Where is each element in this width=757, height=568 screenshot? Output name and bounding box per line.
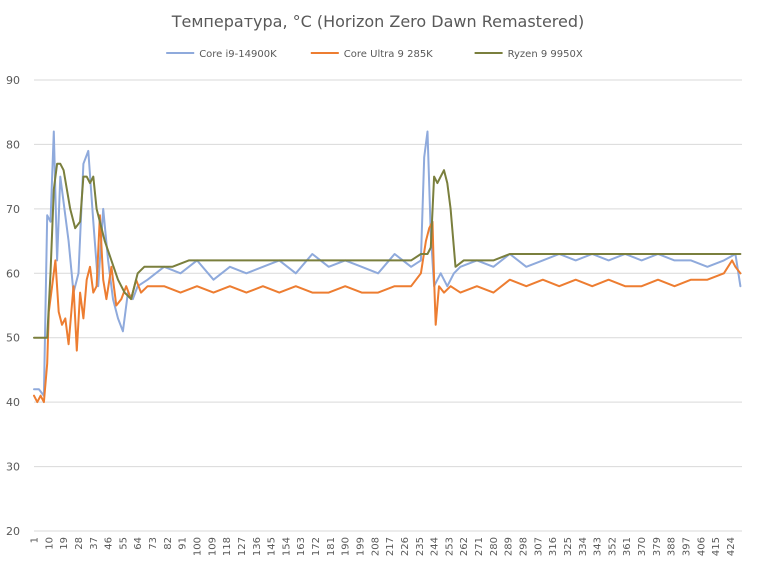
x-tick-label: 172 — [311, 537, 322, 556]
y-tick-label: 20 — [6, 525, 20, 538]
x-tick-label: 1 — [30, 537, 41, 543]
legend: Core i9-14900K Core Ultra 9 285K Ryzen 9 9… — [166, 49, 583, 60]
x-tick-label: 388 — [667, 537, 678, 556]
x-tick-label: 226 — [400, 537, 411, 556]
x-tick-label: 109 — [207, 537, 218, 556]
x-tick-label: 190 — [341, 537, 352, 556]
y-tick-label: 60 — [6, 267, 20, 280]
x-tick-label: 19 — [59, 537, 70, 550]
x-tick-label: 361 — [622, 537, 633, 556]
y-tick-label: 90 — [6, 74, 20, 87]
y-axis-ticks: 20 30 40 50 60 70 80 90 — [6, 74, 20, 538]
x-tick-label: 217 — [385, 537, 396, 556]
x-tick-label: 100 — [193, 537, 204, 556]
x-tick-label: 316 — [548, 537, 559, 556]
gridlines — [34, 79, 742, 532]
y-tick-label: 50 — [6, 332, 20, 345]
x-tick-label: 181 — [326, 537, 337, 556]
x-tick-label: 244 — [430, 537, 441, 556]
x-tick-label: 271 — [474, 537, 485, 556]
legend-label-0: Core i9-14900K — [199, 49, 277, 60]
x-tick-label: 298 — [519, 537, 530, 556]
x-tick-label: 415 — [711, 537, 722, 556]
y-tick-label: 70 — [6, 203, 20, 216]
x-tick-label: 118 — [222, 537, 233, 556]
chart-title: Температура, °C (Horizon Zero Dawn Remas… — [171, 12, 585, 31]
x-tick-label: 55 — [118, 537, 129, 550]
y-tick-label: 80 — [6, 138, 20, 151]
x-tick-label: 127 — [237, 537, 248, 556]
x-tick-label: 163 — [296, 537, 307, 556]
x-axis-ticks: 1 10 19 28 37 46 55 64 73 82 91 100 109 118 127 136 145 1… — [30, 537, 737, 556]
x-tick-label: 235 — [415, 537, 426, 556]
x-tick-label: 46 — [104, 537, 115, 550]
series-line-0 — [33, 130, 742, 397]
x-tick-label: 73 — [148, 537, 159, 550]
x-tick-label: 145 — [267, 537, 278, 556]
x-tick-label: 379 — [652, 537, 663, 556]
x-tick-label: 37 — [89, 537, 100, 550]
x-tick-label: 253 — [444, 537, 455, 556]
x-tick-label: 262 — [459, 537, 470, 556]
x-tick-label: 289 — [504, 537, 515, 556]
x-tick-label: 64 — [133, 537, 144, 550]
x-tick-label: 406 — [696, 537, 707, 556]
x-tick-label: 91 — [178, 537, 189, 550]
x-tick-label: 154 — [281, 537, 292, 556]
series-line-2 — [33, 162, 742, 339]
series-lines — [33, 130, 742, 404]
x-tick-label: 424 — [726, 537, 737, 556]
series-line-1 — [33, 214, 742, 404]
x-tick-label: 10 — [44, 537, 55, 550]
x-tick-label: 208 — [370, 537, 381, 556]
x-tick-label: 343 — [593, 537, 604, 556]
legend-label-1: Core Ultra 9 285K — [344, 49, 433, 60]
x-tick-label: 370 — [637, 537, 648, 556]
x-tick-label: 334 — [578, 537, 589, 556]
x-tick-label: 136 — [252, 537, 263, 556]
x-tick-label: 325 — [563, 537, 574, 556]
y-tick-label: 40 — [6, 396, 20, 409]
x-tick-label: 307 — [533, 537, 544, 556]
y-tick-label: 30 — [6, 461, 20, 474]
legend-label-2: Ryzen 9 9950X — [508, 49, 583, 60]
x-tick-label: 82 — [163, 537, 174, 550]
x-tick-label: 352 — [607, 537, 618, 556]
x-tick-label: 28 — [74, 537, 85, 550]
x-tick-label: 199 — [356, 537, 367, 556]
x-tick-label: 397 — [682, 537, 693, 556]
x-tick-label: 280 — [489, 537, 500, 556]
